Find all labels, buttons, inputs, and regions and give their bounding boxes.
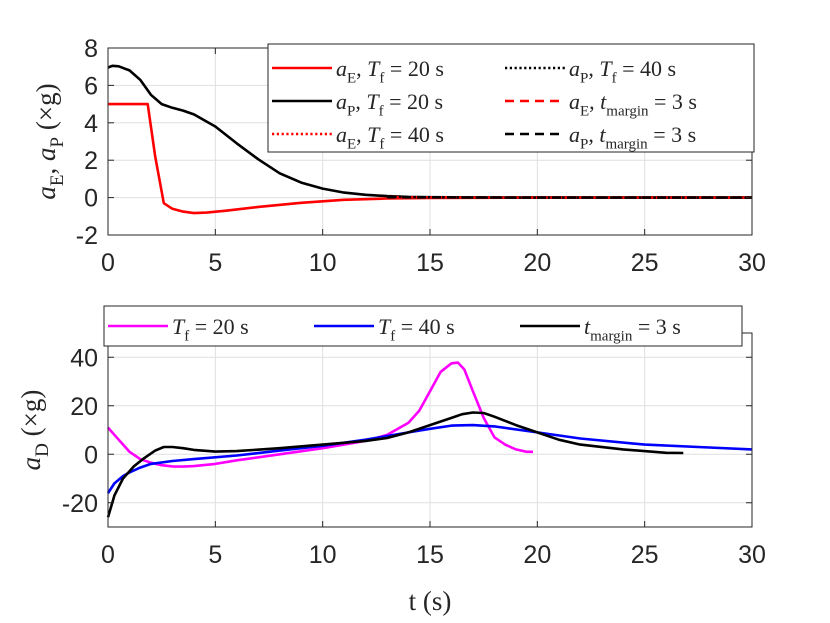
x-axis-label: t (s) bbox=[409, 586, 452, 616]
y-axis-label: aE, aP (×g) bbox=[31, 83, 68, 199]
legend-entry: aE, Tf = 20 s bbox=[336, 56, 444, 87]
x-tick-label: 25 bbox=[631, 249, 659, 277]
y-tick-label: 4 bbox=[84, 110, 98, 138]
legend-entry: aE, tmargin = 3 s bbox=[569, 89, 697, 120]
x-tick-label: 20 bbox=[523, 541, 551, 569]
series-line bbox=[107, 361, 533, 468]
y-tick-label: -2 bbox=[76, 222, 98, 250]
y-tick-label: 20 bbox=[70, 393, 98, 421]
legend-entry: Tf = 40 s bbox=[378, 314, 455, 345]
legend: Tf = 20 s Tf = 40 s tmargin = 3 s bbox=[103, 305, 743, 347]
x-tick-label: 5 bbox=[208, 249, 222, 277]
x-tick-label: 5 bbox=[208, 541, 222, 569]
series-line bbox=[106, 411, 684, 518]
y-axis-label: aD (×g) bbox=[16, 390, 53, 471]
x-tick-label: 15 bbox=[416, 541, 444, 569]
x-tick-label: 10 bbox=[309, 249, 337, 277]
x-tick-label: 10 bbox=[309, 541, 337, 569]
x-tick-label: 0 bbox=[101, 249, 115, 277]
x-tick-label: 15 bbox=[416, 249, 444, 277]
x-tick-label: 30 bbox=[738, 541, 766, 569]
legend-entry: aP, tmargin = 3 s bbox=[569, 122, 696, 153]
series-group bbox=[107, 64, 752, 215]
legend-entry: Tf = 20 s bbox=[172, 314, 249, 345]
y-tick-label: -20 bbox=[62, 490, 98, 518]
y-tick-label: 0 bbox=[84, 185, 98, 213]
legend-box bbox=[103, 305, 743, 347]
legend-entry: tmargin = 3 s bbox=[584, 314, 681, 345]
legend-entry: aE, Tf = 40 s bbox=[336, 122, 444, 153]
legend-entry: aP, Tf = 40 s bbox=[569, 56, 676, 87]
x-tick-label: 25 bbox=[631, 541, 659, 569]
x-tick-label: 20 bbox=[523, 249, 551, 277]
y-tick-label: 2 bbox=[84, 147, 98, 175]
y-tick-label: 40 bbox=[70, 344, 98, 372]
x-tick-label: 0 bbox=[101, 541, 115, 569]
x-tick-label: 30 bbox=[738, 249, 766, 277]
series-group bbox=[106, 361, 753, 518]
legend-entry: aP, Tf = 20 s bbox=[336, 89, 443, 120]
y-tick-label: 0 bbox=[84, 441, 98, 469]
y-tick-label: 8 bbox=[84, 35, 98, 63]
y-tick-label: 6 bbox=[84, 72, 98, 100]
